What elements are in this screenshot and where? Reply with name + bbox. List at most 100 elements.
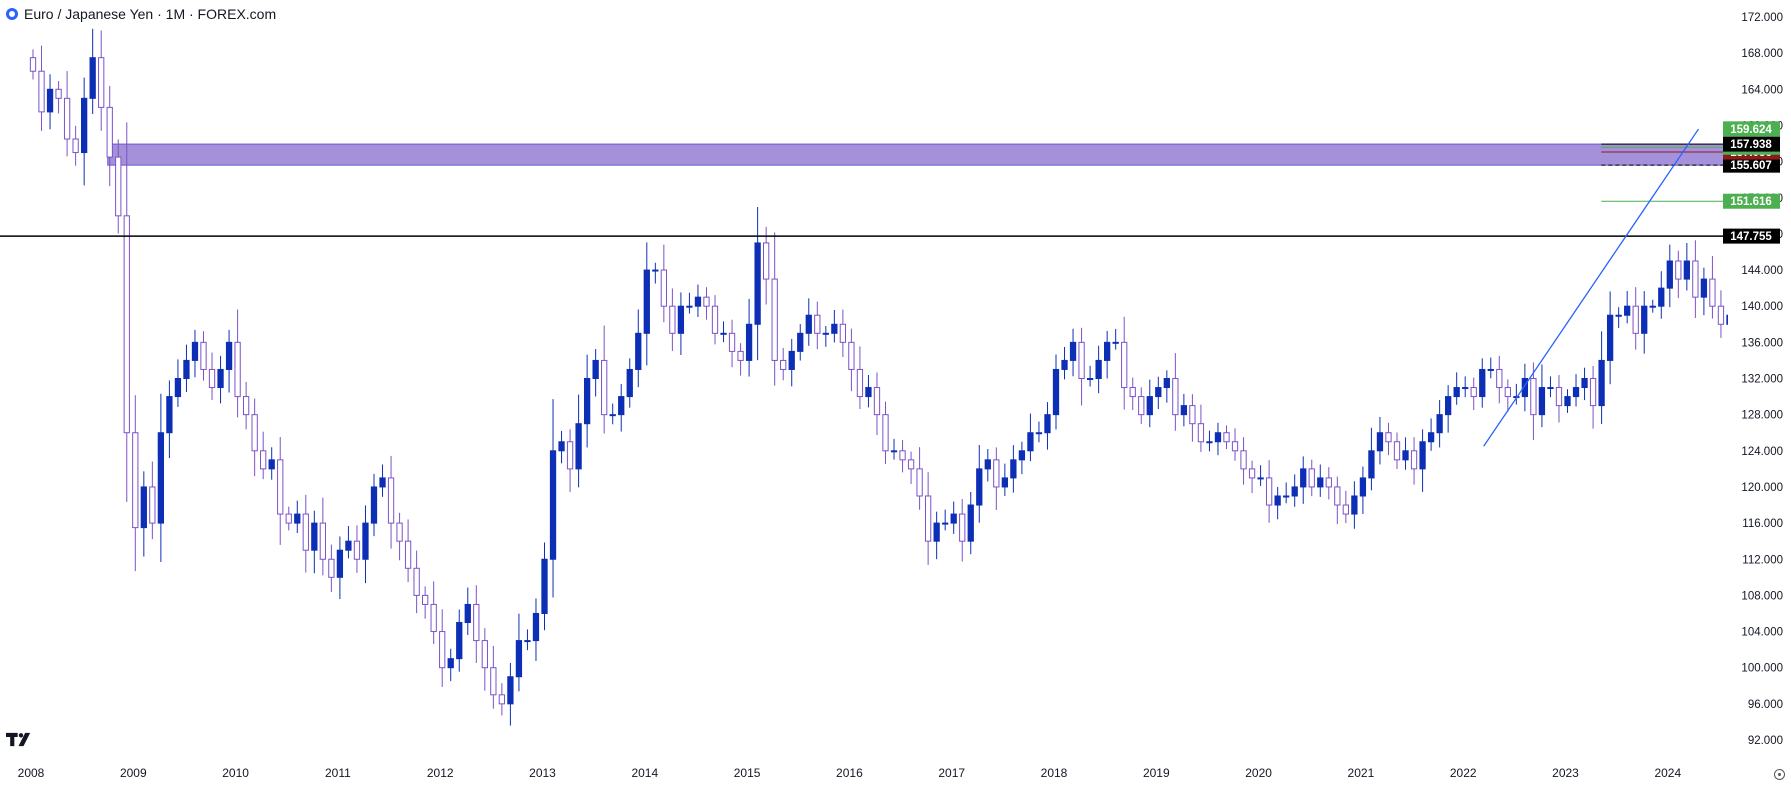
candle-body bbox=[814, 314, 821, 334]
time-tick-label: 2018 bbox=[1041, 766, 1068, 780]
price-tick-label: 112.000 bbox=[1742, 554, 1783, 566]
candle-body bbox=[174, 378, 182, 398]
price-label-bg bbox=[1723, 121, 1780, 137]
price-tick-label: 100.000 bbox=[1741, 663, 1783, 675]
candle-body bbox=[277, 459, 284, 515]
candle-body bbox=[208, 368, 216, 389]
time-tick-label: 2020 bbox=[1245, 766, 1272, 780]
candle-body bbox=[72, 138, 79, 154]
candle-body bbox=[626, 368, 633, 398]
candle-body bbox=[1138, 396, 1145, 416]
time-tick-label: 2008 bbox=[18, 766, 45, 780]
price-label-bg bbox=[1723, 157, 1780, 173]
candle-body bbox=[336, 549, 344, 578]
candle-body bbox=[1606, 314, 1614, 361]
candle-body bbox=[183, 359, 190, 379]
candle-body bbox=[831, 323, 838, 334]
candle-body bbox=[575, 423, 582, 470]
candle-body bbox=[1189, 405, 1196, 425]
tradingview-logo-icon[interactable] bbox=[6, 731, 36, 748]
candle-body bbox=[1274, 495, 1281, 506]
candle-body bbox=[984, 459, 991, 470]
candle-body bbox=[924, 495, 932, 542]
candle-body bbox=[370, 486, 378, 524]
candle-body bbox=[959, 513, 966, 542]
candle-body bbox=[1027, 432, 1034, 452]
symbol-flag-icon[interactable] bbox=[6, 8, 18, 20]
candle-body bbox=[754, 242, 761, 325]
candle-body bbox=[1231, 441, 1239, 452]
candle-body bbox=[788, 350, 795, 370]
candle-body bbox=[873, 387, 881, 416]
candle-body bbox=[260, 450, 267, 470]
candle-body bbox=[98, 57, 105, 108]
price-tick-label: 108.000 bbox=[1741, 590, 1783, 602]
candle-body bbox=[507, 676, 514, 705]
candle-body bbox=[1436, 414, 1443, 434]
candle-body bbox=[1538, 387, 1546, 416]
price-tick-label: 96.000 bbox=[1748, 699, 1783, 711]
candle-body bbox=[55, 88, 62, 99]
settings-gear-icon[interactable] bbox=[1774, 769, 1785, 780]
candle-body bbox=[1368, 450, 1375, 479]
candle-body bbox=[890, 450, 898, 453]
candle-body bbox=[907, 459, 915, 470]
candle-body bbox=[1197, 423, 1205, 443]
candle-body bbox=[217, 368, 224, 389]
candle-body bbox=[1453, 387, 1460, 398]
candle-body bbox=[1487, 368, 1494, 371]
candle-body bbox=[1061, 359, 1068, 370]
price-label-bg bbox=[1723, 193, 1780, 209]
price-tick-label: 92.000 bbox=[1748, 735, 1783, 747]
chart-title: Euro / Japanese Yen · 1M · FOREX.com bbox=[24, 6, 277, 22]
candle-body bbox=[1351, 495, 1358, 515]
candle-body bbox=[106, 106, 113, 158]
candle-body bbox=[1104, 341, 1111, 361]
time-tick-label: 2022 bbox=[1450, 766, 1477, 780]
candle-body bbox=[1069, 341, 1077, 361]
candle-body bbox=[780, 359, 787, 370]
price-label-bg bbox=[1723, 136, 1780, 152]
candle-body bbox=[191, 341, 199, 361]
candle-body bbox=[81, 97, 88, 154]
candle-body bbox=[1163, 378, 1170, 389]
candle-body bbox=[1240, 450, 1247, 470]
time-tick-label: 2013 bbox=[529, 766, 556, 780]
candle-body bbox=[669, 305, 676, 334]
candle-body bbox=[311, 522, 318, 551]
candle-body bbox=[439, 631, 446, 669]
candle-body bbox=[1325, 477, 1332, 488]
candle-body bbox=[1496, 368, 1503, 389]
candle-body bbox=[140, 486, 147, 529]
price-tick-label: 136.000 bbox=[1741, 337, 1783, 349]
candle-body bbox=[498, 694, 506, 705]
time-tick-label: 2019 bbox=[1143, 766, 1170, 780]
candle-body bbox=[1700, 278, 1708, 298]
chart-header: Euro / Japanese Yen · 1M · FOREX.com bbox=[6, 4, 281, 24]
candle-body bbox=[839, 323, 847, 343]
candle-body bbox=[771, 278, 778, 361]
candle-body bbox=[404, 540, 412, 569]
candle-body bbox=[1308, 468, 1315, 488]
price-tick-label: 140.000 bbox=[1741, 301, 1783, 313]
price-label: 151.616 bbox=[1730, 196, 1772, 208]
candle-body bbox=[865, 387, 872, 398]
candle-body bbox=[1214, 432, 1222, 443]
candle-body bbox=[1010, 459, 1017, 479]
candle-body bbox=[430, 603, 437, 633]
candle-body bbox=[1359, 477, 1367, 497]
candle-body bbox=[1427, 432, 1435, 443]
candle-body bbox=[294, 513, 301, 524]
candle-body bbox=[1052, 368, 1060, 416]
candle-body bbox=[473, 603, 480, 642]
candle-body bbox=[882, 414, 889, 452]
candle-body bbox=[413, 567, 420, 596]
candle-body bbox=[993, 459, 1000, 488]
candle-body bbox=[1530, 378, 1537, 416]
candle-body bbox=[515, 640, 523, 678]
candle-body bbox=[1146, 396, 1153, 416]
candle-body bbox=[251, 414, 258, 452]
candle-body bbox=[1649, 305, 1656, 308]
candle-body bbox=[319, 522, 326, 560]
